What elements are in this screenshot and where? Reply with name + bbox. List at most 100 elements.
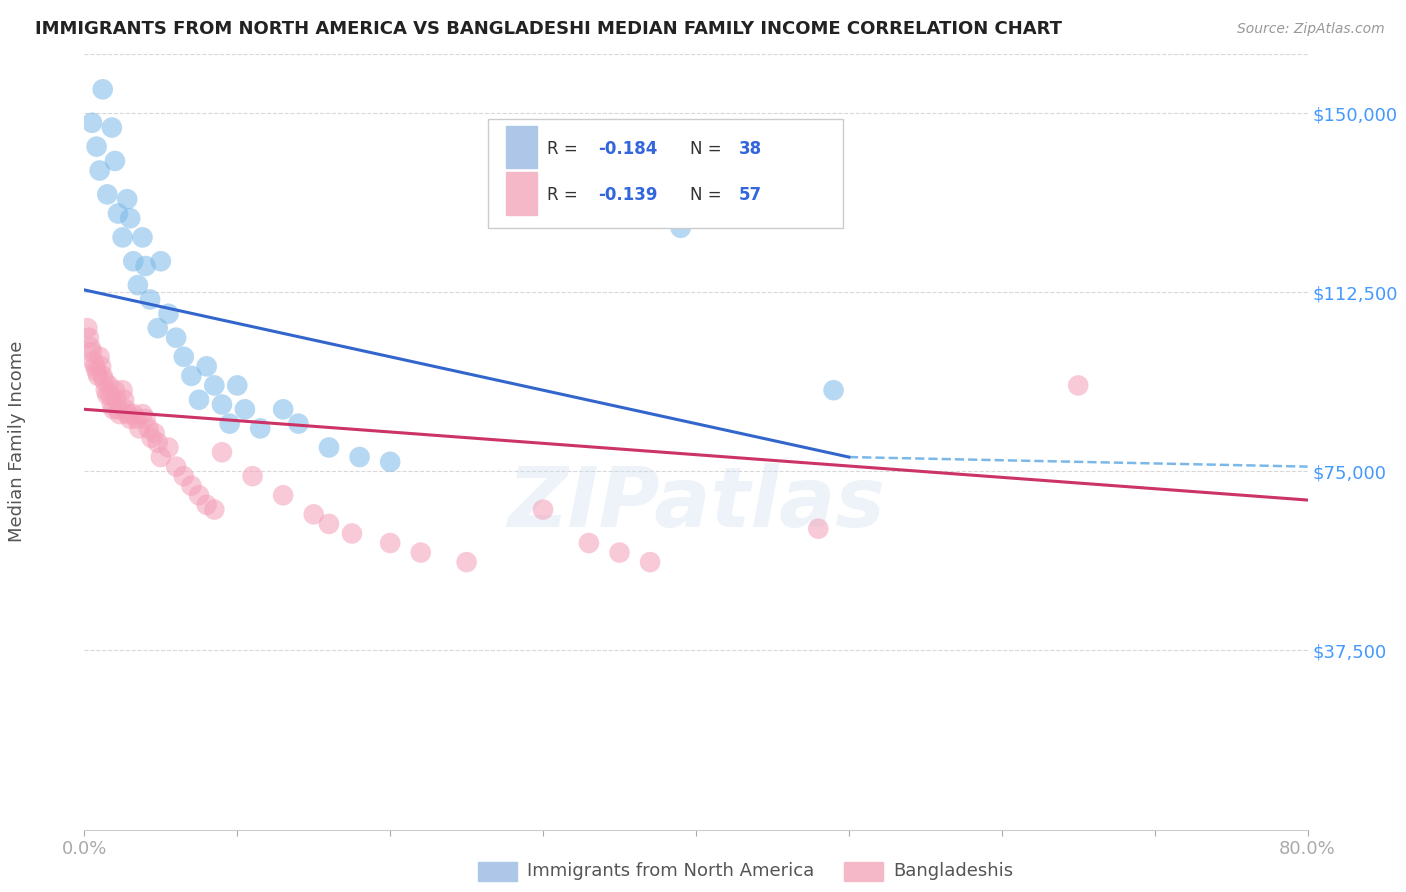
Point bbox=[104, 153, 127, 168]
Point bbox=[93, 374, 115, 388]
Point bbox=[1067, 378, 1090, 392]
Text: N =: N = bbox=[690, 186, 727, 203]
Point bbox=[135, 259, 157, 273]
Point bbox=[128, 421, 150, 435]
Point bbox=[76, 321, 98, 335]
Point bbox=[823, 383, 845, 397]
Point bbox=[180, 479, 202, 493]
Point bbox=[115, 407, 138, 421]
Text: R =: R = bbox=[547, 140, 582, 158]
Text: IMMIGRANTS FROM NORTH AMERICA VS BANGLADESHI MEDIAN FAMILY INCOME CORRELATION CH: IMMIGRANTS FROM NORTH AMERICA VS BANGLAD… bbox=[35, 21, 1063, 38]
Point bbox=[131, 230, 153, 244]
Point bbox=[271, 402, 294, 417]
Point bbox=[380, 455, 402, 469]
Point bbox=[157, 307, 180, 321]
Point bbox=[108, 407, 131, 421]
Point bbox=[98, 388, 121, 402]
Point bbox=[77, 331, 100, 345]
Point bbox=[97, 378, 120, 392]
Point bbox=[202, 378, 225, 392]
Point bbox=[188, 392, 211, 407]
Point bbox=[135, 412, 157, 426]
Point bbox=[139, 293, 162, 307]
Point bbox=[122, 254, 145, 268]
Point bbox=[318, 441, 340, 455]
Point bbox=[318, 516, 340, 531]
Point bbox=[122, 407, 145, 421]
Point bbox=[83, 354, 105, 368]
Text: Median Family Income: Median Family Income bbox=[8, 341, 27, 542]
Point bbox=[114, 402, 136, 417]
Point bbox=[94, 383, 117, 397]
Point bbox=[609, 545, 631, 559]
FancyBboxPatch shape bbox=[488, 120, 842, 228]
Point bbox=[340, 526, 363, 541]
Point bbox=[271, 488, 294, 502]
Point bbox=[107, 402, 129, 417]
Text: Source: ZipAtlas.com: Source: ZipAtlas.com bbox=[1237, 22, 1385, 37]
Point bbox=[226, 378, 249, 392]
Point bbox=[101, 398, 124, 412]
Text: Immigrants from North America: Immigrants from North America bbox=[527, 863, 814, 880]
Point bbox=[104, 383, 127, 397]
Point bbox=[87, 368, 110, 383]
Point bbox=[146, 435, 169, 450]
Text: R =: R = bbox=[547, 186, 582, 203]
Point bbox=[302, 508, 325, 522]
Point bbox=[531, 502, 554, 516]
Point bbox=[165, 459, 187, 474]
Point bbox=[96, 187, 118, 202]
Text: 38: 38 bbox=[738, 140, 762, 158]
Point bbox=[86, 364, 108, 378]
Point bbox=[89, 163, 111, 178]
Point bbox=[380, 536, 402, 550]
Point bbox=[141, 431, 163, 445]
Point bbox=[202, 502, 225, 516]
Point bbox=[149, 450, 172, 464]
Point bbox=[131, 407, 153, 421]
Point bbox=[91, 82, 114, 96]
Point bbox=[112, 392, 135, 407]
Point bbox=[188, 488, 211, 502]
Point bbox=[101, 120, 124, 135]
Point bbox=[91, 368, 114, 383]
Text: 57: 57 bbox=[738, 186, 762, 203]
Point bbox=[143, 426, 166, 441]
Point bbox=[638, 555, 661, 569]
Point bbox=[103, 402, 125, 417]
Point bbox=[409, 545, 432, 559]
Point bbox=[211, 445, 233, 459]
Text: N =: N = bbox=[690, 140, 727, 158]
Point bbox=[638, 206, 661, 220]
Point bbox=[165, 331, 187, 345]
FancyBboxPatch shape bbox=[506, 172, 537, 215]
FancyBboxPatch shape bbox=[506, 126, 537, 169]
Point bbox=[120, 211, 142, 226]
Point bbox=[115, 192, 138, 206]
Point bbox=[349, 450, 371, 464]
Point bbox=[456, 555, 478, 569]
Text: Bangladeshis: Bangladeshis bbox=[893, 863, 1012, 880]
Point bbox=[195, 359, 218, 374]
Point bbox=[111, 383, 134, 397]
Point bbox=[107, 206, 129, 220]
Point bbox=[180, 368, 202, 383]
Point bbox=[111, 230, 134, 244]
Point bbox=[90, 359, 112, 374]
Point bbox=[125, 412, 148, 426]
Point bbox=[96, 388, 118, 402]
Point bbox=[157, 441, 180, 455]
Point bbox=[105, 392, 128, 407]
Text: -0.139: -0.139 bbox=[598, 186, 658, 203]
Point bbox=[242, 469, 264, 483]
Point bbox=[578, 536, 600, 550]
Point bbox=[146, 321, 169, 335]
Point bbox=[86, 139, 108, 153]
Point bbox=[249, 421, 271, 435]
Text: -0.184: -0.184 bbox=[598, 140, 658, 158]
Point bbox=[138, 421, 160, 435]
Text: ZIPatlas: ZIPatlas bbox=[508, 463, 884, 544]
Point bbox=[807, 522, 830, 536]
Point bbox=[80, 345, 103, 359]
Point bbox=[211, 398, 233, 412]
